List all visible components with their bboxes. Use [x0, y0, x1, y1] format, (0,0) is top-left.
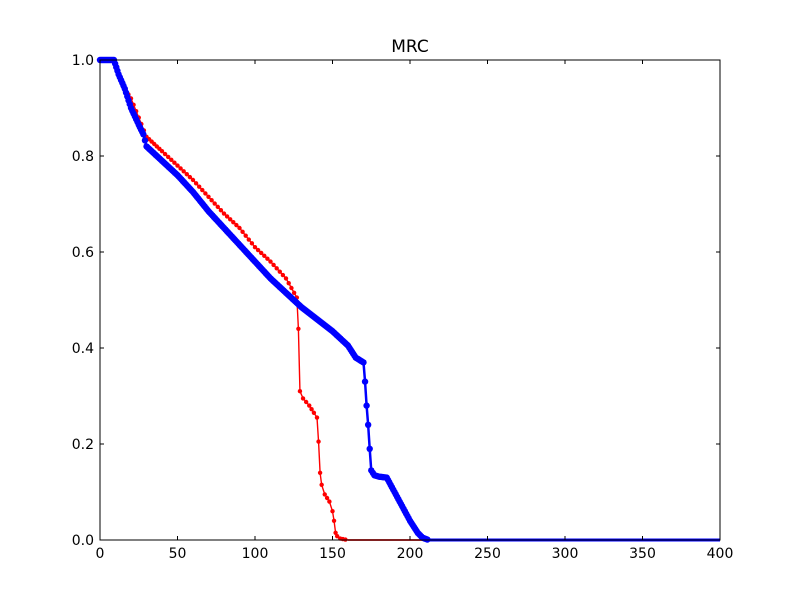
data-point [203, 191, 208, 196]
series-layer [96, 56, 720, 543]
data-point [221, 211, 227, 216]
data-point [249, 241, 255, 246]
data-point [234, 222, 239, 228]
data-point [289, 285, 294, 291]
data-point [206, 194, 211, 199]
data-point [322, 492, 327, 497]
data-point [280, 272, 286, 278]
data-point [334, 533, 340, 539]
data-point [243, 233, 248, 238]
data-point [286, 281, 291, 286]
data-point [246, 237, 251, 242]
data-point [166, 154, 171, 160]
data-point [327, 499, 332, 504]
data-point [317, 470, 323, 475]
data-point [172, 160, 177, 165]
data-point [224, 214, 230, 219]
x-tick-label: 400 [707, 546, 734, 562]
data-point [291, 290, 297, 295]
series-0 [97, 57, 720, 542]
data-point [363, 402, 370, 409]
data-point [200, 187, 205, 193]
series-1 [96, 56, 720, 543]
data-point [141, 137, 149, 144]
data-point [366, 445, 373, 452]
data-point [297, 389, 303, 394]
data-point [331, 518, 337, 523]
data-point [252, 245, 258, 250]
y-tick-label: 0.2 [72, 437, 94, 453]
data-point [181, 169, 186, 174]
data-point [184, 172, 189, 177]
chart-title: MRC [391, 37, 429, 57]
data-point [259, 250, 264, 256]
data-point [307, 403, 312, 408]
data-point [140, 131, 147, 138]
data-point [364, 421, 372, 428]
data-point [169, 157, 174, 163]
data-point [159, 149, 165, 154]
data-point [319, 482, 324, 487]
data-point [209, 197, 214, 203]
data-point [212, 201, 217, 206]
data-point [218, 208, 224, 213]
data-point [283, 276, 289, 281]
data-point [274, 266, 279, 271]
data-point [262, 253, 267, 259]
data-point [330, 509, 335, 514]
data-point [265, 256, 270, 261]
data-point [193, 181, 199, 186]
y-tick-label: 0.4 [72, 341, 94, 357]
data-point [303, 399, 309, 405]
data-point [314, 415, 320, 420]
data-point [187, 174, 193, 180]
x-tick-label: 300 [552, 546, 579, 562]
data-point [228, 217, 233, 222]
data-point [190, 177, 196, 183]
data-point [237, 225, 242, 231]
data-point [309, 407, 314, 412]
data-point [316, 439, 321, 444]
data-point [240, 229, 245, 235]
data-point [333, 530, 338, 535]
x-tick-label: 150 [319, 546, 346, 562]
data-point [175, 163, 180, 168]
data-point [311, 410, 317, 415]
y-tick-label: 0.0 [72, 533, 94, 549]
x-tick-label: 200 [397, 546, 424, 562]
axis-layer: 0 50 100 150 200 250 300 350 400 0.0 0.2 0.4 0.6 0.8 1… [72, 53, 734, 562]
data-point [277, 269, 282, 274]
data-point [271, 262, 276, 268]
data-point [231, 220, 236, 225]
y-tick-label: 1.0 [72, 53, 94, 69]
data-point [178, 166, 183, 171]
data-point [361, 378, 369, 385]
x-tick-label: 0 [96, 546, 105, 562]
x-tick-label: 50 [169, 546, 187, 562]
data-point [296, 326, 301, 331]
data-point [162, 151, 168, 157]
x-tick-label: 250 [474, 546, 501, 562]
data-point [197, 184, 202, 189]
data-point [324, 495, 330, 501]
x-tick-label: 350 [629, 546, 656, 562]
x-tick-label: 100 [242, 546, 269, 562]
series-line [100, 58, 720, 542]
data-point [300, 396, 306, 401]
plot-frame [99, 59, 721, 541]
data-point [215, 204, 220, 210]
data-point [255, 247, 261, 253]
series-line [100, 59, 720, 541]
data-point [360, 359, 367, 366]
y-tick-label: 0.8 [72, 149, 94, 165]
data-point [268, 259, 273, 264]
y-tick-label: 0.6 [72, 245, 94, 261]
